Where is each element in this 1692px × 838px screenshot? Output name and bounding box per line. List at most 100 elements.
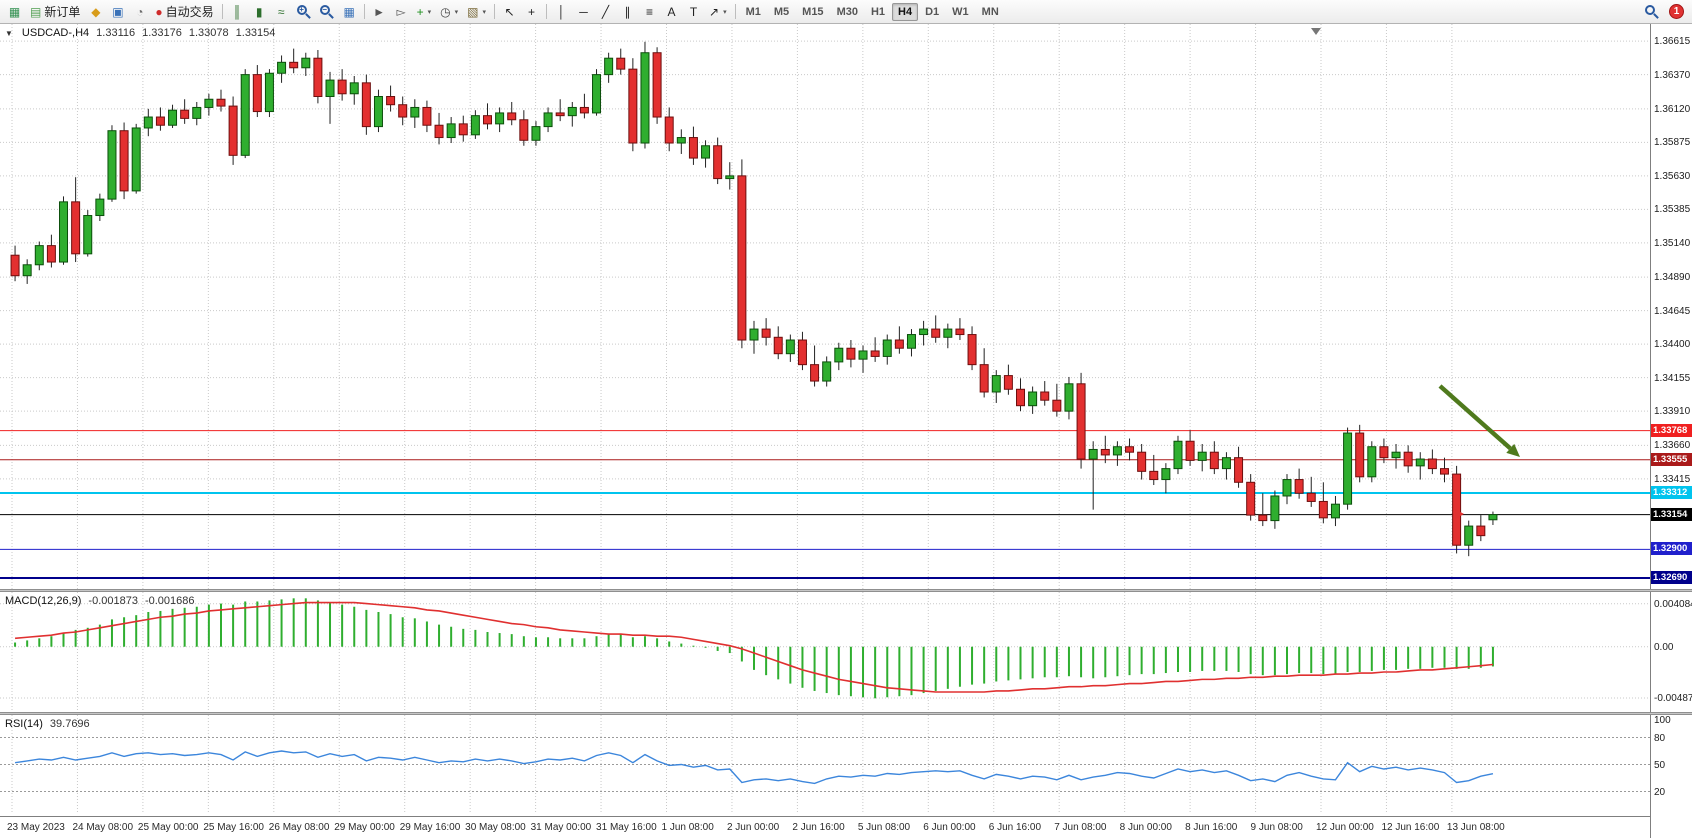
zoom-out-button[interactable]: −	[316, 2, 338, 22]
candle	[1112, 446, 1122, 456]
candle	[59, 201, 69, 263]
sell-marker[interactable]	[1455, 509, 1464, 519]
tile-windows-button[interactable]: ▦	[339, 2, 360, 22]
candle	[592, 74, 602, 114]
time-axis-label: 12 Jun 16:00	[1381, 822, 1440, 833]
price-axis-label: 1.35630	[1654, 170, 1691, 182]
chart-high-value: 1.33176	[142, 27, 182, 39]
arrows-tool-button[interactable]: ↗ ▾	[705, 2, 731, 22]
macd-panel[interactable]: MACD(12,26,9) -0.001873 -0.001686	[0, 592, 1650, 712]
horizontal-level-lines[interactable]	[0, 430, 1650, 580]
new-order-button[interactable]: ▤ 新订单	[26, 2, 84, 22]
candle	[1476, 525, 1486, 537]
candle	[34, 245, 44, 266]
signals-button[interactable]: ▣	[107, 2, 128, 22]
price-level-tag: 1.32900	[1651, 542, 1692, 556]
time-axis-label: 12 Jun 00:00	[1316, 822, 1374, 833]
label-tool-button[interactable]: T	[683, 2, 704, 22]
candle	[555, 112, 565, 117]
timeframe-m5-button[interactable]: M5	[773, 5, 790, 18]
candle	[979, 364, 989, 393]
candle	[277, 61, 287, 74]
bar-chart-type-button[interactable]: ║	[227, 2, 248, 22]
zoom-in-icon: +	[296, 4, 311, 19]
vertical-line-tool-button[interactable]: │	[551, 2, 572, 22]
chart-shift-marker	[1311, 28, 1321, 35]
candle	[640, 52, 650, 144]
timeframe-m1-button[interactable]: M1	[745, 5, 761, 18]
candle	[688, 137, 698, 159]
candle	[1209, 451, 1219, 470]
cursor-tool-button[interactable]: ↖	[499, 2, 520, 22]
timeframe-m15-button[interactable]: M15	[802, 5, 824, 18]
candle	[1149, 470, 1159, 481]
chart-shift-button[interactable]: ▻	[391, 2, 412, 22]
trendline-tool-button[interactable]: ╱	[595, 2, 616, 22]
candle	[1391, 451, 1401, 459]
candle	[1343, 432, 1353, 505]
macd-canvas[interactable]	[0, 592, 1650, 712]
candle	[1415, 458, 1425, 467]
panel-splitter[interactable]	[0, 712, 1692, 715]
main-chart-panel[interactable]: ▼ USDCAD-,H4 1.33116 1.33176 1.33078 1.3…	[0, 24, 1650, 589]
main-chart-canvas[interactable]	[0, 24, 1650, 589]
timeframe-w1-button[interactable]: W1	[952, 5, 969, 18]
candle	[131, 127, 141, 192]
candle	[1427, 458, 1437, 470]
candle	[664, 116, 674, 144]
time-axis-label: 6 Jun 16:00	[988, 822, 1042, 833]
price-axis[interactable]: 1.36615 1.36370 1.36120 1.35875 1.35630 1.353…	[1650, 24, 1692, 838]
notification-badge[interactable]: 1	[1669, 4, 1684, 19]
chart-header: ▼ USDCAD-,H4 1.33116 1.33176 1.33078 1.3…	[5, 27, 275, 39]
candle	[1173, 440, 1183, 470]
timeframe-h1-button[interactable]: H1	[870, 5, 886, 18]
one-click-trading-toggle[interactable]: ▼	[5, 28, 13, 38]
fibonacci-tool-button[interactable]: ≡	[639, 2, 660, 22]
candle	[495, 112, 505, 125]
indicators-button[interactable]: + ▾	[413, 2, 436, 22]
search-icon	[1645, 4, 1659, 19]
auto-scroll-button[interactable]: ►	[369, 2, 390, 22]
candlesticks	[10, 41, 1498, 557]
candle	[216, 98, 226, 107]
rsi-canvas[interactable]	[0, 715, 1650, 814]
text-tool-button[interactable]: A	[661, 2, 682, 22]
candlestick-type-button[interactable]: ▮	[249, 2, 270, 22]
auto-trading-button[interactable]: ● 自动交易	[151, 2, 217, 22]
auto-scroll-icon: ►	[373, 4, 386, 19]
dropdown-caret-icon: ▾	[723, 8, 727, 16]
tile-windows-icon: ▦	[343, 4, 355, 19]
new-chart-button[interactable]: ▦	[4, 2, 25, 22]
sounds-button[interactable]: ◔	[129, 2, 150, 22]
candle	[264, 72, 274, 113]
timeframe-m30-button[interactable]: M30	[836, 5, 858, 18]
crosshair-tool-button[interactable]: +	[521, 2, 542, 22]
channel-tool-button[interactable]: ∥	[617, 2, 638, 22]
horizontal-line-tool-button[interactable]: ─	[573, 2, 594, 22]
candle	[894, 339, 904, 349]
candle	[882, 339, 892, 357]
periods-button[interactable]: ◷ ▾	[436, 2, 462, 22]
search-button[interactable]	[1641, 2, 1663, 22]
rsi-panel[interactable]: RSI(14) 39.7696	[0, 715, 1650, 814]
candle	[737, 175, 747, 341]
time-axis-label: 5 Jun 08:00	[857, 822, 911, 833]
chart-symbol-period: USDCAD-,H4	[21, 27, 90, 39]
toolbar-separator	[494, 4, 496, 19]
timeframe-d1-button[interactable]: D1	[925, 5, 940, 18]
line-chart-type-button[interactable]: ≈	[271, 2, 292, 22]
timeframe-mn-button[interactable]: MN	[981, 5, 999, 18]
panel-splitter[interactable]	[0, 589, 1692, 592]
zoom-in-button[interactable]: +	[293, 2, 315, 22]
candle	[797, 339, 807, 366]
mql-tools-button[interactable]: ◆	[85, 2, 106, 22]
candle	[543, 112, 553, 128]
time-axis[interactable]: 23 May 2023 24 May 08:00 25 May 00:00 25 Ma…	[0, 816, 1650, 838]
new-order-icon: ▤	[30, 4, 42, 19]
trend-arrow-annotation[interactable]	[1438, 384, 1520, 457]
timeframe-h4-button[interactable]: H4	[892, 2, 919, 21]
candle	[325, 79, 335, 98]
templates-button[interactable]: ▧ ▾	[463, 2, 490, 22]
candle	[71, 201, 81, 255]
auto-trading-button-label: 自动交易	[165, 5, 214, 19]
